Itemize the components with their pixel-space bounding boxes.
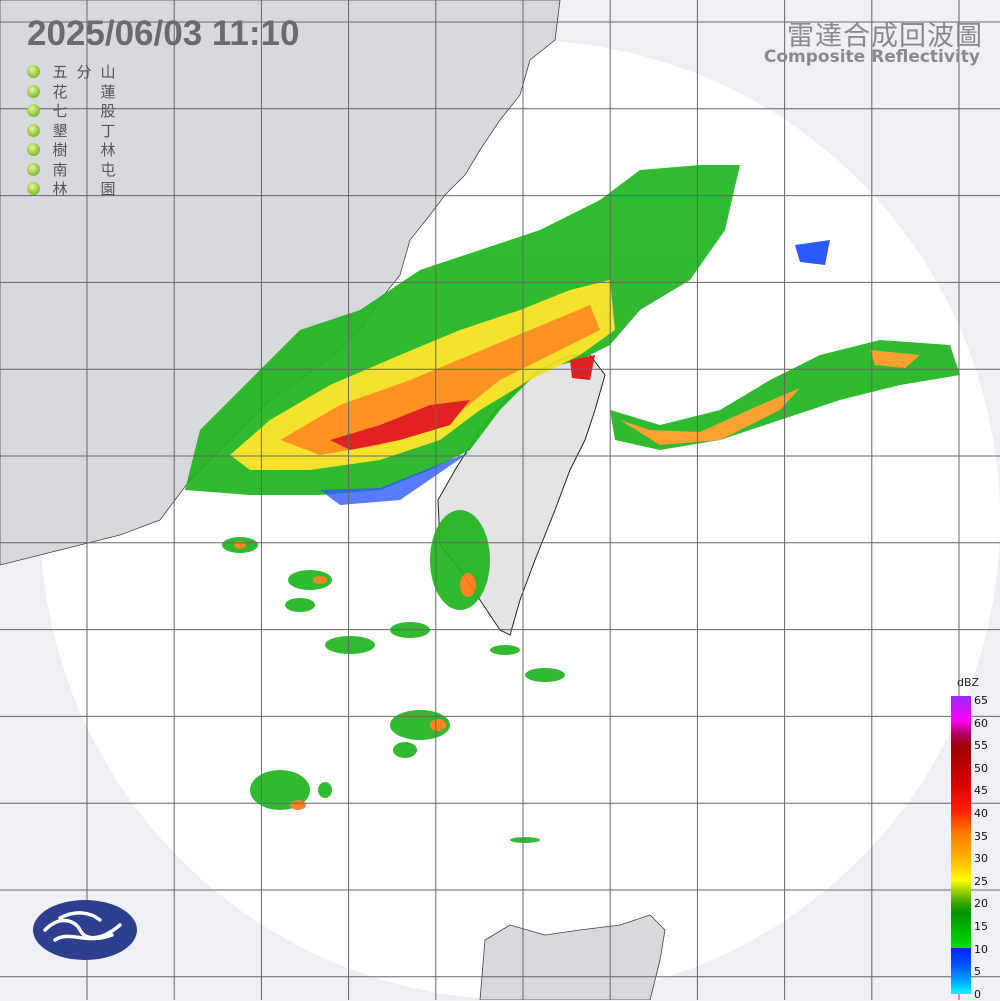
station-status-icon: [27, 84, 40, 98]
station-name-char: 蓮: [100, 82, 116, 101]
legend-tick-label: 0: [974, 987, 981, 1001]
radar-station-list: 五分山花蓮七股墾丁樹林南屯林園: [27, 62, 116, 199]
station-name-char: [76, 100, 92, 121]
station-name-char: [76, 178, 92, 199]
station-name-char: 分: [76, 63, 92, 82]
radar-station: 五分山: [27, 62, 116, 82]
radar-station: 南屯: [27, 160, 116, 180]
station-name-char: 林: [52, 180, 68, 199]
dbz-legend: dBZ 65 60 55 50 45 40 35 30 25 20 15 10 5 0: [946, 674, 1000, 1001]
station-name: 林園: [52, 178, 116, 199]
station-name-char: 山: [100, 63, 116, 82]
legend-tick-label: 10: [974, 942, 988, 956]
legend-color-bar: [951, 696, 971, 994]
legend-tick-label: 5: [974, 965, 981, 979]
station-name-char: 屯: [100, 160, 116, 179]
legend-tick-label: 25: [974, 874, 988, 888]
radar-station: 七股: [27, 101, 116, 121]
radar-station: 林園: [27, 179, 116, 199]
echo-northeast-blue: [795, 240, 830, 265]
station-name-char: 墾: [52, 121, 68, 140]
station-status-icon: [27, 143, 40, 157]
station-name-char: 林: [100, 141, 116, 160]
legend-tick-label: 55: [974, 739, 988, 753]
station-name-char: 丁: [100, 121, 116, 140]
station-status-icon: [27, 162, 40, 176]
echo-band-blue: [320, 452, 470, 505]
station-name-char: 七: [52, 102, 68, 121]
legend-tick-label: 35: [974, 829, 988, 843]
radar-station: 樹林: [27, 140, 116, 160]
map-title-chinese: 雷達合成回波圖: [787, 21, 983, 52]
legend-tick-label: 15: [974, 920, 988, 933]
echo-scattered-cores: [234, 541, 476, 810]
station-status-icon: [27, 123, 40, 137]
luzon-landmass: [479, 914, 666, 1000]
station-name-char: 五: [52, 63, 68, 82]
station-name-char: 園: [100, 180, 116, 199]
legend-tick-label: 40: [974, 807, 988, 820]
timestamp: 2025/06/03 11:10: [27, 14, 300, 53]
echo-band-red: [330, 355, 595, 450]
radar-station: 墾丁: [27, 121, 116, 141]
echo-east-core: [620, 350, 920, 445]
legend-tick-label: 65: [974, 694, 988, 707]
station-status-icon: [27, 182, 40, 196]
station-status-icon: [27, 104, 40, 118]
legend-tick-label: 50: [974, 761, 988, 775]
station-name-char: [76, 159, 92, 180]
cwa-logo: [33, 900, 137, 960]
echo-band-orange: [280, 305, 600, 455]
station-name: 五分山: [52, 61, 116, 82]
station-name: 南屯: [52, 159, 116, 180]
station-name-char: [76, 120, 92, 141]
station-name: 花蓮: [52, 81, 116, 102]
station-name-char: 樹: [52, 141, 68, 160]
legend-tick-label: 60: [974, 716, 988, 730]
station-name: 墾丁: [52, 120, 116, 141]
legend-tick-label: 20: [974, 897, 988, 911]
station-name-char: 南: [52, 160, 68, 179]
legend-tick-label: 45: [974, 784, 988, 798]
legend-tick-label: 30: [974, 852, 988, 866]
legend-unit: dBZ: [957, 676, 980, 689]
station-name-char: [76, 81, 92, 102]
station-name: 樹林: [52, 139, 116, 160]
map-title-english: Composite Reflectivity: [763, 47, 980, 67]
station-name-char: 花: [52, 82, 68, 101]
station-name-char: 股: [100, 102, 116, 121]
radar-station: 花蓮: [27, 82, 116, 102]
station-status-icon: [27, 65, 40, 79]
station-name: 七股: [52, 100, 116, 121]
station-name-char: [76, 139, 92, 160]
